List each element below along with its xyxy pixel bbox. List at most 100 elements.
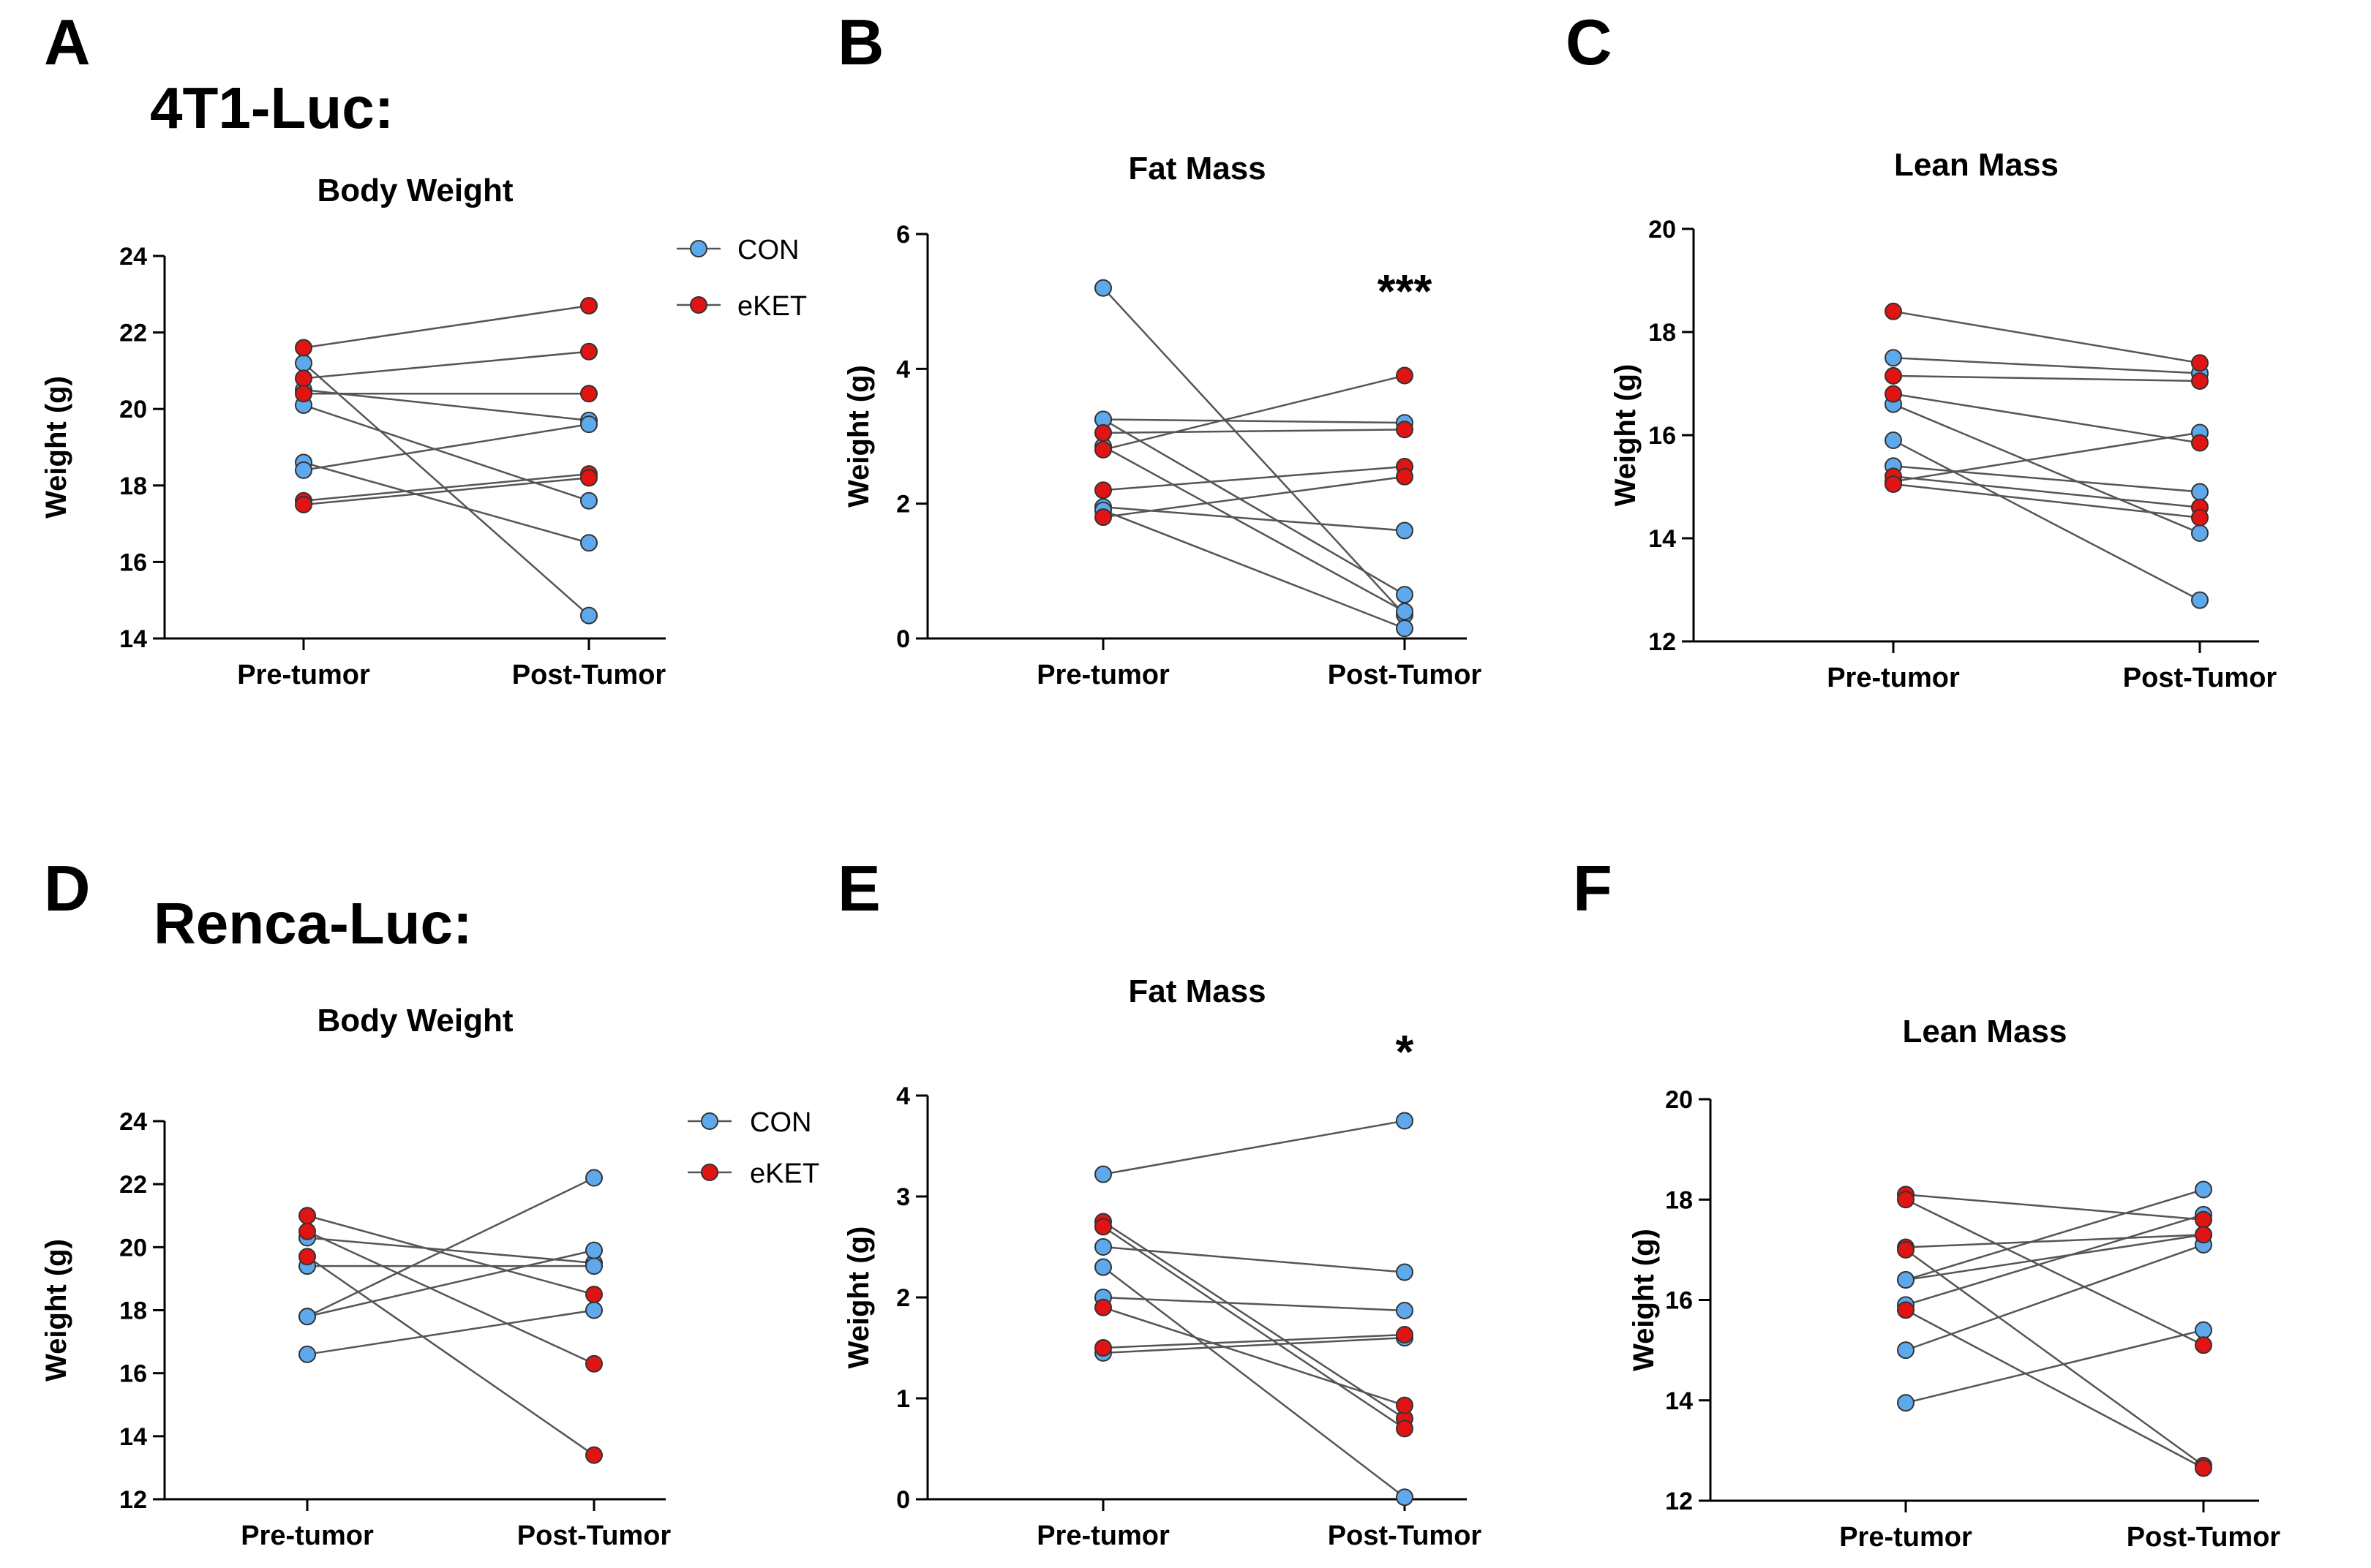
y-tick-label: 20 <box>1648 216 1676 244</box>
x-category-label: Pre-tumor <box>241 1520 374 1551</box>
legend-eket-marker <box>701 1164 718 1181</box>
data-point-eket <box>298 1222 316 1240</box>
chart-panel-c-lean-mass: Lean Mass Weight (g) 12 14 16 18 20 Pre-tumor Po… <box>1609 147 2277 693</box>
paired-line-eket <box>1102 1333 1405 1349</box>
paired-line-con <box>1102 418 1405 596</box>
paired-line-eket <box>1905 1248 2204 1466</box>
legend-con-label: CON <box>750 1107 811 1138</box>
paired-line-eket <box>1905 1309 2204 1469</box>
paired-line-eket <box>1102 475 1405 519</box>
paired-line-con <box>1102 1266 1405 1499</box>
chart-title: Lean Mass <box>1903 1014 2067 1049</box>
data-point-con <box>585 1257 603 1275</box>
data-point-con <box>580 534 598 552</box>
paired-line-eket <box>1102 374 1405 451</box>
data-point-eket <box>2191 434 2209 452</box>
y-tick-label: 2 <box>896 1284 910 1312</box>
panel-letter-d: D <box>44 852 91 924</box>
data-point-eket <box>295 385 312 403</box>
paired-line-eket <box>303 304 590 349</box>
paired-line-con <box>303 423 590 472</box>
paired-line-con <box>1905 1243 2204 1352</box>
y-tick-label: 22 <box>119 1171 147 1199</box>
data-point-eket <box>1094 440 1112 459</box>
x-category-label: Pre-tumor <box>1037 1520 1170 1551</box>
paired-line-eket <box>307 1215 595 1296</box>
data-point-eket <box>298 1248 316 1266</box>
data-point-con <box>580 606 598 625</box>
paired-line-eket <box>307 1230 595 1365</box>
panel-letter-e: E <box>838 852 881 924</box>
data-point-eket <box>1396 1396 1413 1414</box>
paired-line-con <box>1102 1120 1405 1175</box>
data-point-eket <box>1094 1339 1112 1357</box>
data-point-eket <box>580 385 598 403</box>
data-point-con <box>1885 349 1902 367</box>
y-axis-label: Weight (g) <box>843 365 875 508</box>
y-tick-label: 16 <box>1648 422 1676 450</box>
paired-line-con <box>1102 445 1405 613</box>
paired-line-con <box>1893 439 2201 601</box>
paired-line-con <box>1102 1336 1405 1354</box>
data-point-eket <box>295 369 312 388</box>
legend-eket-label: eKET <box>737 291 807 322</box>
data-point-eket <box>1897 1301 1915 1319</box>
x-category-label: Pre-tumor <box>237 660 370 690</box>
y-tick-label: 14 <box>119 625 147 653</box>
data-point-eket <box>1396 467 1413 486</box>
data-point-con <box>1396 1301 1413 1319</box>
data-point-eket <box>2195 1459 2212 1477</box>
data-point-eket <box>2191 508 2209 527</box>
paired-line-con <box>1905 1329 2204 1404</box>
data-point-eket <box>580 469 598 487</box>
data-point-eket <box>1094 423 1112 442</box>
data-point-eket <box>1396 421 1413 439</box>
data-point-con <box>580 415 598 434</box>
legend-con-marker <box>701 1112 718 1130</box>
chart-title: Body Weight <box>317 1003 513 1039</box>
y-tick-label: 24 <box>119 243 147 271</box>
paired-line-eket <box>1102 1226 1405 1430</box>
chart-panel-f-lean-mass: Lean Mass Weight (g) 12 14 16 18 20 Pre-tumor Po… <box>1628 1014 2280 1553</box>
paired-line-eket <box>1893 393 2201 444</box>
y-tick-label: 14 <box>1648 525 1676 553</box>
data-point-con <box>2195 1180 2212 1199</box>
data-point-eket <box>1094 1218 1112 1236</box>
data-point-eket <box>298 1207 316 1225</box>
chart-title: Fat Mass <box>1128 151 1266 186</box>
paired-line-eket <box>303 350 590 380</box>
data-point-eket <box>1396 1326 1413 1344</box>
data-point-con <box>298 1308 316 1326</box>
y-tick-label: 20 <box>119 1234 147 1262</box>
paired-line-con <box>1893 403 2201 535</box>
panel-letter-c: C <box>1566 6 1612 78</box>
x-category-label: Post-Tumor <box>2123 663 2277 693</box>
paired-line-eket <box>1893 475 2201 508</box>
data-point-con <box>2191 524 2209 542</box>
x-category-label: Post-Tumor <box>1328 1520 1482 1551</box>
paired-line-con <box>303 404 590 502</box>
y-tick-label: 18 <box>1648 319 1676 347</box>
paired-line-con <box>1893 465 2201 493</box>
data-point-eket <box>580 296 598 314</box>
chart-title: Fat Mass <box>1128 973 1266 1009</box>
paired-line-eket <box>303 477 590 506</box>
y-tick-label: 12 <box>119 1486 147 1514</box>
data-point-eket <box>1396 366 1413 385</box>
data-point-eket <box>295 339 312 357</box>
paired-line-con <box>307 1237 595 1264</box>
data-point-con <box>295 461 312 479</box>
data-point-eket <box>2195 1210 2212 1229</box>
legend-eket-marker <box>690 296 707 314</box>
y-tick-label: 4 <box>896 355 910 383</box>
y-tick-label: 1 <box>896 1385 910 1413</box>
legend-top: CON eKET <box>677 235 807 322</box>
paired-line-eket <box>1905 1194 2204 1221</box>
data-point-con <box>1897 1341 1915 1360</box>
y-tick-label: 16 <box>119 549 147 576</box>
paired-line-eket <box>1102 1306 1405 1406</box>
data-point-eket <box>1897 1240 1915 1259</box>
data-point-con <box>1396 1263 1413 1281</box>
paired-line-con <box>307 1309 595 1356</box>
